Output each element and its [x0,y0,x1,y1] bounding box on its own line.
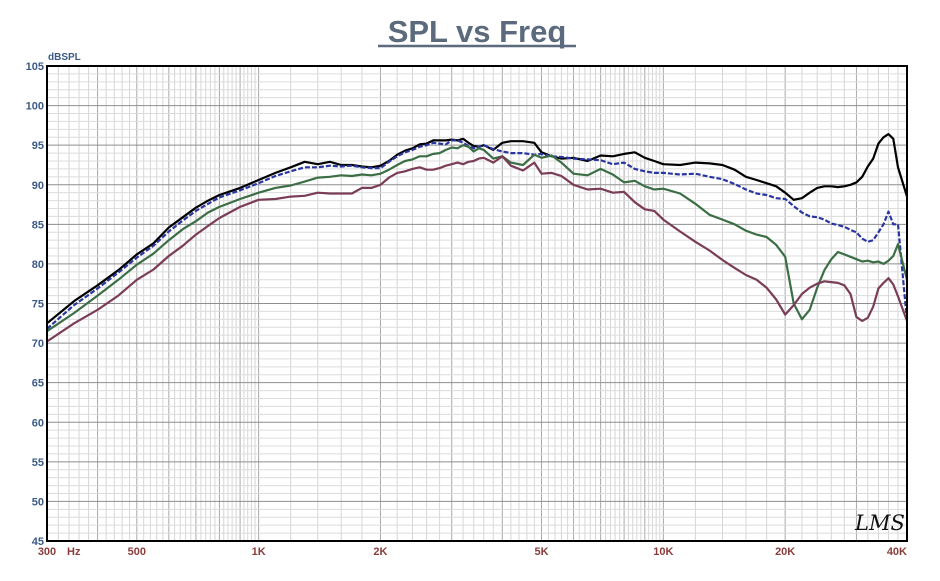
y-tick-label: 85 [32,219,44,231]
x-tick-label: 1K [252,546,266,558]
plot-frame [46,65,908,542]
grid-layer [46,65,908,542]
y-tick-label: 100 [26,101,44,113]
y-axis-unit-label: dBSPL [48,52,81,63]
series-line-3 [46,144,909,333]
x-tick-label: 2K [373,546,387,558]
x-tick-labels: 300 500 1K 2K 5K 10K 20K 40K [38,546,907,558]
y-tick-label: 60 [32,417,44,429]
y-tick-label: 55 [32,457,44,469]
y-tick-label: 70 [32,338,44,350]
x-tick-label: 20K [775,546,795,558]
y-tick-label: 90 [32,180,44,192]
series-layer [46,133,909,343]
y-tick-label: 105 [26,61,44,73]
y-tick-label: 95 [32,140,44,152]
chart-title-group: SPL vs Freq [378,14,576,49]
chart-title: SPL vs Freq [388,14,567,49]
y-tick-label: 45 [32,536,44,548]
y-tick-label: 65 [32,378,44,390]
x-tick-label: 300 [38,546,56,558]
x-tick-label: 500 [128,546,146,558]
y-tick-labels: 45 50 55 60 65 70 75 80 85 90 95 100 105 [26,61,44,548]
x-tick-label: 40K [887,546,907,558]
x-tick-label: 5K [534,546,548,558]
x-axis-unit-label: Hz [67,546,81,558]
y-tick-label: 80 [32,259,44,271]
series-line-4 [46,155,909,343]
y-tick-label: 75 [32,299,44,311]
lms-watermark: LMS [854,511,905,535]
y-tick-label: 50 [32,496,44,508]
x-tick-label: 10K [653,546,673,558]
series-line-1 [46,133,909,325]
